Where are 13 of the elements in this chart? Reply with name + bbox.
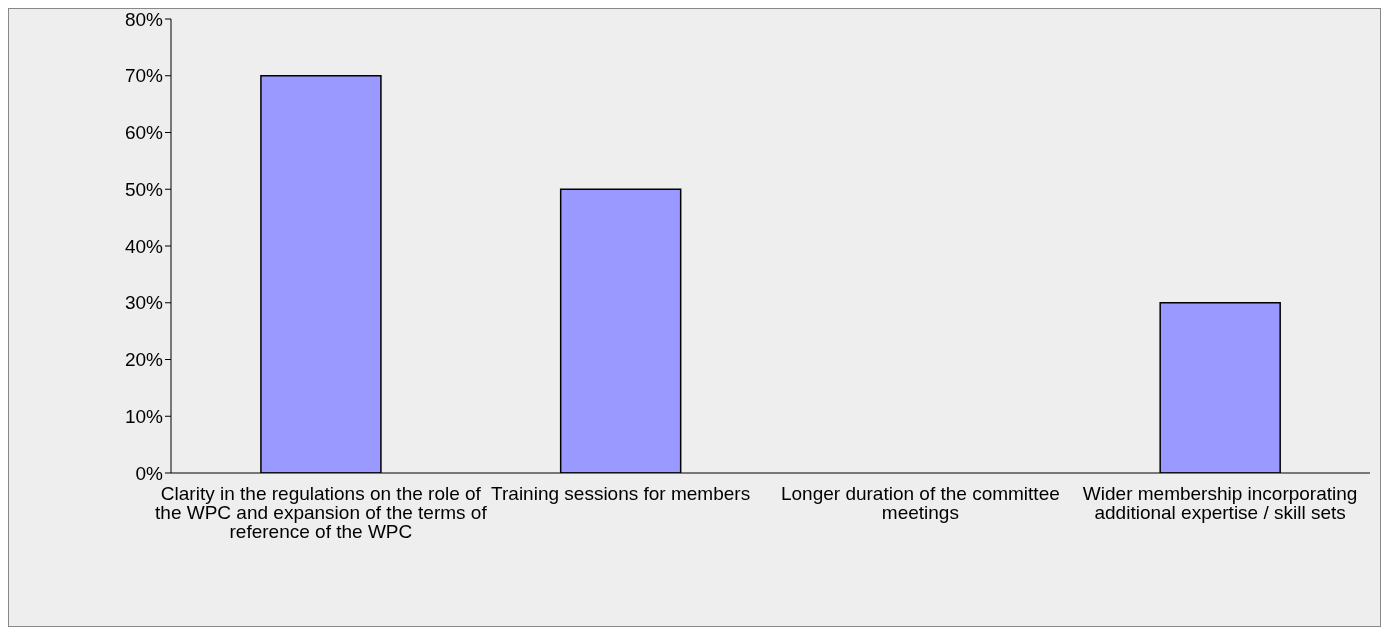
y-tick-label: 10%: [124, 405, 164, 427]
y-tick-label: 30%: [124, 292, 164, 314]
y-tick-label: 50%: [124, 178, 164, 200]
y-tick-label: 70%: [124, 65, 164, 87]
x-tick-label: Clarity in the regulations on the role of the WPC and expansion of the terms of reference of the WPC: [155, 483, 488, 543]
y-tick-label: 60%: [124, 122, 164, 144]
x-tick-label: Training sessions for members: [491, 483, 751, 505]
y-tick-label: 80%: [124, 8, 164, 30]
y-tick-label: 40%: [124, 235, 164, 257]
x-tick-label: Longer duration of the committee meetings: [780, 483, 1060, 524]
y-tick-label: 0%: [135, 462, 164, 484]
x-tick-label: Wider membership incorporating additional expertise / skill sets: [1082, 483, 1358, 524]
y-tick-label: 20%: [124, 349, 164, 371]
